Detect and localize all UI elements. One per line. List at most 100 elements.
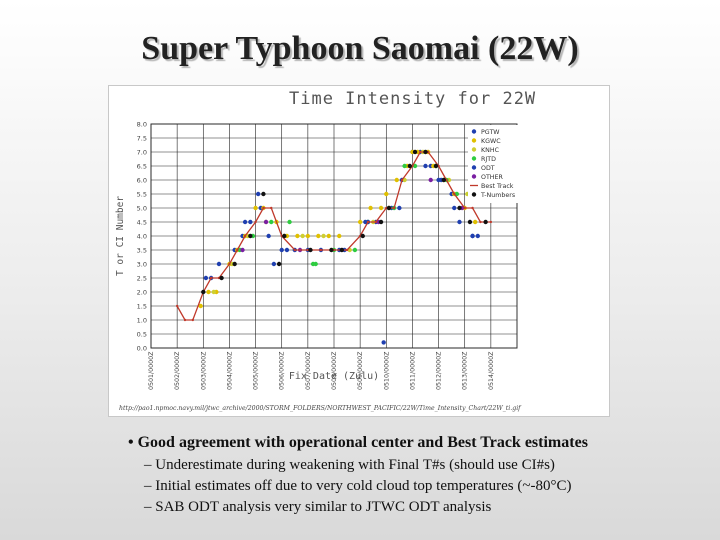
data-point-t-numbers bbox=[219, 275, 224, 281]
chart-frame: Time Intensity for 22W 0.0 0.5 1.0 1.5 2.0 2.5… bbox=[108, 85, 610, 417]
sub-bullet-1: – Underestimate during weakening with Fi… bbox=[144, 457, 555, 473]
x-tick-label: 0508/0000Z bbox=[331, 351, 338, 390]
sub-bullet-2: – Initial estimates off due to very cold… bbox=[144, 478, 572, 494]
data-point-pgtw bbox=[216, 261, 222, 267]
legend-label: RJTD bbox=[481, 156, 496, 163]
data-point-t-numbers bbox=[339, 247, 345, 253]
data-point-t-numbers bbox=[467, 219, 473, 225]
x-tick-label: 0511/0000Z bbox=[409, 351, 416, 390]
best-track-point bbox=[392, 206, 396, 210]
data-point-kgwc bbox=[316, 233, 321, 239]
data-point-odt bbox=[271, 261, 277, 267]
legend-label: T-Numbers bbox=[480, 192, 515, 199]
legend-swatch bbox=[471, 156, 477, 161]
x-tick-label: 0513/0000Z bbox=[462, 351, 469, 390]
data-point-pgtw bbox=[279, 247, 284, 253]
data-point-kgwc bbox=[295, 233, 300, 239]
best-track-point bbox=[419, 150, 422, 154]
best-track-point bbox=[236, 248, 239, 252]
data-point-knhc bbox=[321, 233, 326, 239]
data-point-kgwc bbox=[472, 219, 478, 225]
data-point-knhc bbox=[300, 233, 305, 239]
data-point-t-numbers bbox=[308, 247, 313, 253]
best-track-point bbox=[453, 192, 456, 196]
y-tick-label: 7.5 bbox=[137, 135, 147, 143]
data-point-t-numbers bbox=[483, 219, 488, 225]
x-axis-label: Fix Date (Zulu) bbox=[289, 371, 379, 382]
chart-title: Time Intensity for 22W bbox=[289, 89, 536, 109]
data-point-kgwc bbox=[206, 289, 211, 295]
data-point-odt bbox=[452, 205, 457, 211]
x-tick-label: 0507/0000Z bbox=[305, 351, 312, 390]
data-point-rjtd bbox=[287, 219, 292, 225]
legend-label: ODT bbox=[481, 165, 495, 172]
data-point-odt bbox=[470, 233, 475, 239]
x-tick-label: 0504/0000Z bbox=[226, 351, 233, 390]
data-point-rjtd bbox=[269, 219, 274, 225]
y-tick-label: 3.0 bbox=[137, 261, 147, 269]
data-point-t-numbers bbox=[261, 191, 266, 197]
best-track-point bbox=[183, 318, 187, 322]
legend-swatch bbox=[471, 165, 477, 170]
best-track-point bbox=[400, 178, 404, 182]
data-point-kgwc bbox=[357, 219, 363, 225]
data-point-knhc bbox=[211, 289, 216, 295]
legend-swatch bbox=[471, 147, 477, 152]
best-track-point bbox=[479, 220, 482, 224]
data-point-odt bbox=[284, 247, 290, 253]
x-tick-label: 0502/0000Z bbox=[174, 351, 181, 390]
y-tick-label: 4.0 bbox=[137, 233, 147, 241]
legend-label: OTHER bbox=[481, 174, 504, 181]
x-tick-label: 0509/0000Z bbox=[357, 351, 364, 390]
best-track-point bbox=[228, 262, 231, 266]
data-point-t-numbers bbox=[276, 261, 282, 267]
legend-label: KGWC bbox=[481, 138, 501, 145]
best-track-point bbox=[471, 206, 474, 210]
x-tick-label: 0506/0000Z bbox=[279, 351, 286, 390]
data-point-kgwc bbox=[368, 205, 373, 211]
data-point-t-numbers bbox=[360, 233, 365, 239]
data-point-t-numbers bbox=[423, 149, 428, 155]
data-point-t-numbers bbox=[201, 289, 206, 295]
best-track-point bbox=[209, 276, 213, 280]
data-point-kgwc bbox=[326, 233, 331, 239]
data-point-t-numbers bbox=[457, 205, 462, 211]
data-point-other bbox=[428, 177, 433, 183]
y-tick-label: 5.5 bbox=[137, 191, 147, 199]
data-point-kgwc bbox=[305, 233, 311, 239]
best-track-point bbox=[463, 206, 466, 210]
best-track-point bbox=[175, 304, 179, 308]
y-tick-label: 2.0 bbox=[137, 289, 147, 297]
best-track-point bbox=[345, 248, 349, 252]
data-point-odt bbox=[255, 191, 261, 197]
data-point-rjtd bbox=[313, 261, 318, 267]
data-point-t-numbers bbox=[282, 233, 287, 239]
data-point-odt bbox=[423, 163, 428, 169]
data-point-kgwc bbox=[337, 233, 342, 239]
x-tick-label: 0503/0000Z bbox=[200, 351, 207, 390]
sub-bullet-3: – SAB ODT analysis very similar to JTWC … bbox=[144, 499, 492, 515]
legend-label: Best Track bbox=[481, 183, 514, 190]
y-axis-label: T or CI Number bbox=[115, 196, 126, 276]
data-point-odt bbox=[242, 219, 248, 225]
source-url: http://pao1.npmoc.navy.mil/jtwc_archive/… bbox=[119, 405, 522, 412]
data-point-t-numbers bbox=[248, 233, 253, 239]
data-point-kgwc bbox=[253, 205, 258, 211]
x-tick-label: 0514/0000Z bbox=[488, 351, 495, 390]
data-point-kgwc bbox=[378, 205, 384, 211]
best-track-point bbox=[489, 220, 493, 224]
y-tick-label: 1.0 bbox=[137, 317, 147, 325]
legend-label: PGTW bbox=[481, 129, 500, 136]
best-track-point bbox=[270, 206, 273, 210]
data-point-pgtw bbox=[203, 275, 209, 281]
best-track-point bbox=[191, 318, 195, 322]
data-point-rjtd bbox=[412, 163, 418, 169]
time-intensity-chart: Time Intensity for 22W 0.0 0.5 1.0 1.5 2.0 2.5… bbox=[115, 89, 536, 412]
bullet-list: • Good agreement with operational center… bbox=[128, 434, 708, 518]
y-tick-label: 6.5 bbox=[137, 163, 147, 171]
data-point-t-numbers bbox=[232, 261, 237, 267]
best-track-point bbox=[366, 220, 370, 224]
legend-swatch bbox=[471, 129, 477, 134]
data-point-other bbox=[263, 219, 269, 225]
y-tick-label: 7.0 bbox=[137, 149, 147, 157]
